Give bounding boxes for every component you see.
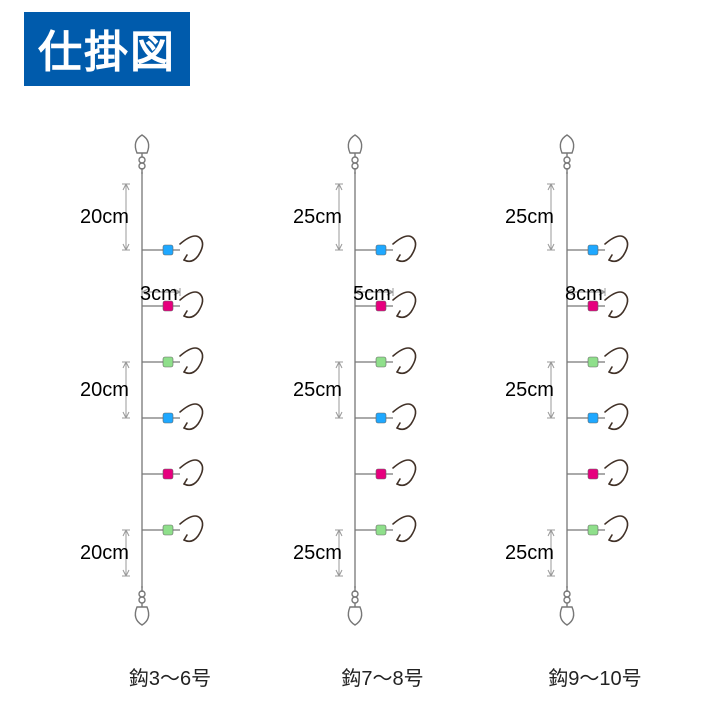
- seg-label-top: 20cm: [80, 206, 129, 228]
- branch-label: 5cm: [353, 283, 391, 305]
- rig-3-caption: 鈎9～10号: [495, 662, 695, 691]
- seg-label-bot: 20cm: [80, 542, 129, 564]
- seg-label-top: 25cm: [505, 206, 554, 228]
- seg-label-mid: 25cm: [293, 379, 342, 401]
- rigs-row: 20cm 3cm 20cm 20cm: [70, 120, 695, 640]
- rig-1-caption: 鈎3～6号: [70, 662, 270, 691]
- branch-label: 8cm: [565, 283, 603, 305]
- seg-label-mid: 25cm: [505, 379, 554, 401]
- branch-label: 3cm: [140, 283, 178, 305]
- seg-label-bot: 25cm: [505, 542, 554, 564]
- rig-2: 25cm 5cm 25cm 25cm: [283, 120, 483, 640]
- seg-label-top: 25cm: [293, 206, 342, 228]
- rig-1: 20cm 3cm 20cm 20cm: [70, 120, 270, 640]
- rig-3: 25cm 8cm 25cm 25cm: [495, 120, 695, 640]
- seg-label-bot: 25cm: [293, 542, 342, 564]
- diagram-title: 仕掛図: [24, 12, 190, 86]
- rig-2-caption: 鈎7～8号: [283, 662, 483, 691]
- seg-label-mid: 20cm: [80, 379, 129, 401]
